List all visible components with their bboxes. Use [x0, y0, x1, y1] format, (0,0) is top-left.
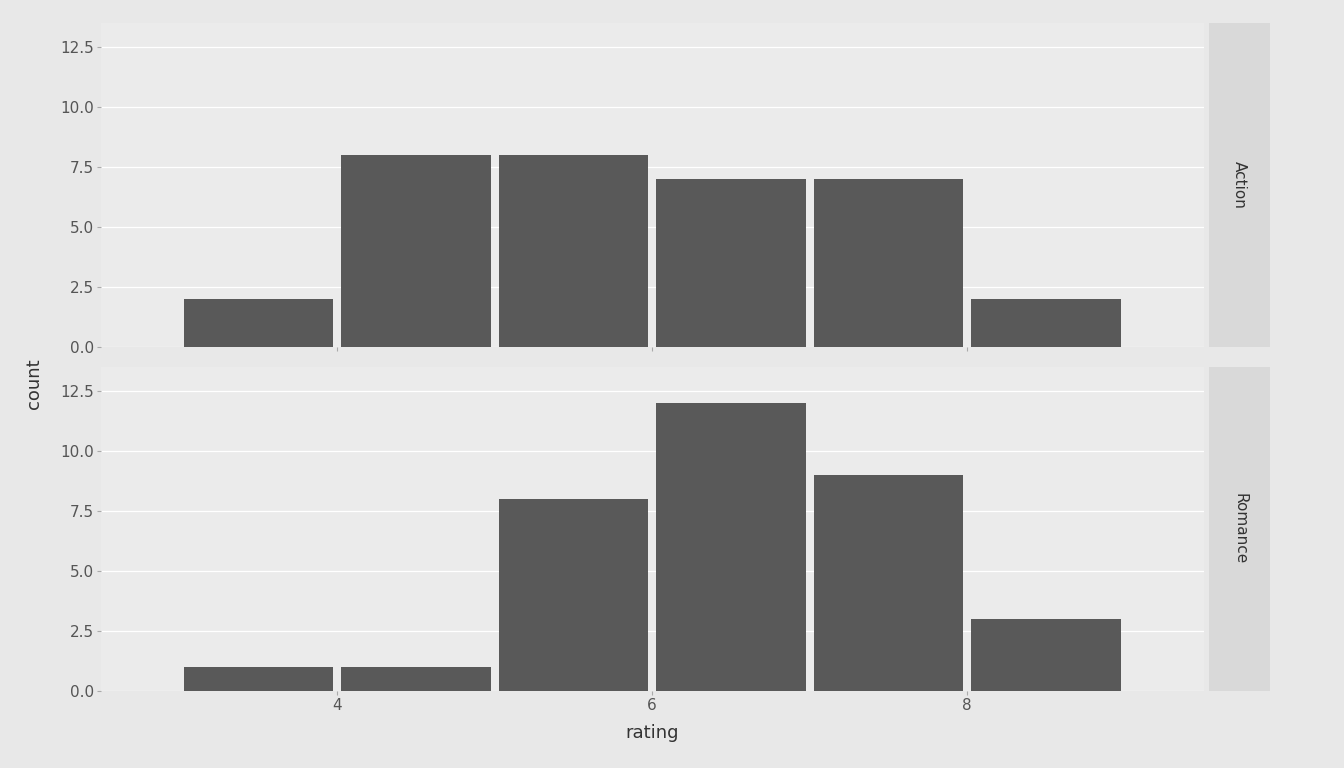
- X-axis label: rating: rating: [625, 724, 679, 742]
- Bar: [972, 619, 1121, 691]
- Bar: [184, 667, 333, 691]
- Text: Romance: Romance: [1232, 493, 1247, 564]
- Bar: [656, 403, 806, 691]
- Bar: [184, 300, 333, 347]
- Text: Action: Action: [1232, 161, 1247, 209]
- Bar: [813, 475, 964, 691]
- Text: count: count: [24, 359, 43, 409]
- Bar: [656, 179, 806, 347]
- Bar: [972, 300, 1121, 347]
- Bar: [341, 667, 491, 691]
- Bar: [499, 155, 648, 347]
- Bar: [813, 179, 964, 347]
- Bar: [341, 155, 491, 347]
- Bar: [499, 499, 648, 691]
